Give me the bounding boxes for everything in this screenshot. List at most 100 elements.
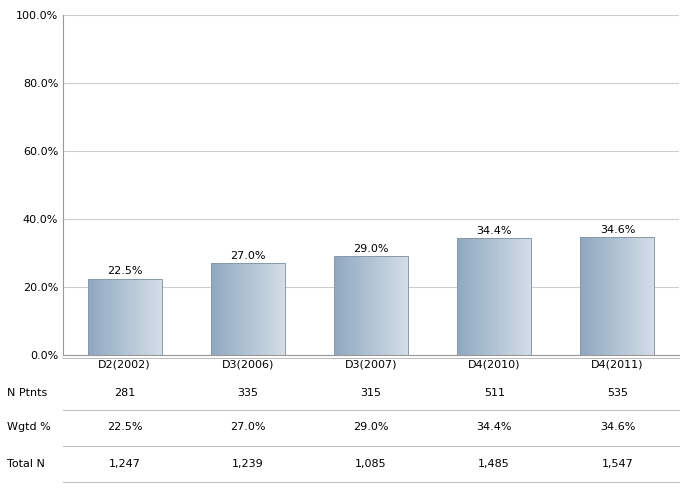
Bar	[616, 238, 617, 355]
Bar	[629, 238, 630, 355]
Bar	[335, 256, 337, 355]
Bar	[610, 238, 611, 355]
Text: 535: 535	[607, 388, 628, 398]
Bar	[363, 256, 365, 355]
Bar	[116, 278, 118, 355]
Bar	[104, 278, 105, 355]
Bar	[277, 263, 279, 355]
Bar	[645, 238, 647, 355]
Bar	[262, 263, 264, 355]
Bar	[403, 256, 405, 355]
Bar	[95, 278, 97, 355]
Bar	[497, 238, 498, 355]
Bar	[622, 238, 624, 355]
Bar	[457, 238, 458, 355]
Bar	[465, 238, 466, 355]
Bar	[244, 263, 246, 355]
Bar	[222, 263, 223, 355]
Bar	[382, 256, 384, 355]
Bar	[348, 256, 349, 355]
Bar	[234, 263, 236, 355]
Bar	[368, 256, 369, 355]
Bar	[600, 238, 601, 355]
Bar	[90, 278, 92, 355]
Bar	[143, 278, 144, 355]
Bar	[99, 278, 100, 355]
Bar	[499, 238, 500, 355]
Bar	[230, 263, 232, 355]
Bar	[108, 278, 110, 355]
Bar	[377, 256, 379, 355]
Bar	[478, 238, 480, 355]
Bar	[620, 238, 621, 355]
Bar	[117, 278, 118, 355]
Bar	[520, 238, 522, 355]
Text: 22.5%: 22.5%	[107, 266, 142, 276]
Bar	[512, 238, 514, 355]
Bar	[115, 278, 116, 355]
Bar	[476, 238, 477, 355]
Bar	[400, 256, 402, 355]
Text: 1,085: 1,085	[355, 459, 387, 469]
Bar	[102, 278, 104, 355]
Bar	[593, 238, 594, 355]
Bar	[214, 263, 216, 355]
Bar	[471, 238, 472, 355]
Bar	[599, 238, 601, 355]
Bar	[642, 238, 643, 355]
Bar	[358, 256, 360, 355]
Bar	[486, 238, 487, 355]
Bar	[230, 263, 231, 355]
Bar	[626, 238, 627, 355]
Bar	[481, 238, 482, 355]
Bar	[353, 256, 354, 355]
Bar	[275, 263, 276, 355]
Bar	[150, 278, 152, 355]
Bar	[609, 238, 610, 355]
Bar	[141, 278, 142, 355]
Text: Wgtd %: Wgtd %	[7, 422, 50, 432]
Bar	[272, 263, 274, 355]
Bar	[130, 278, 131, 355]
Bar	[274, 263, 275, 355]
Bar	[526, 238, 528, 355]
Text: 34.6%: 34.6%	[600, 422, 635, 432]
Bar	[157, 278, 158, 355]
Bar	[94, 278, 95, 355]
Bar	[217, 263, 218, 355]
Bar	[212, 263, 214, 355]
Bar	[397, 256, 398, 355]
Bar	[624, 238, 625, 355]
Bar	[334, 256, 335, 355]
Bar	[276, 263, 277, 355]
Bar	[391, 256, 392, 355]
Bar	[463, 238, 465, 355]
Bar	[505, 238, 507, 355]
Text: Total N: Total N	[7, 459, 45, 469]
Bar	[374, 256, 376, 355]
Bar	[239, 263, 241, 355]
Bar	[598, 238, 599, 355]
Bar	[605, 238, 606, 355]
Bar	[264, 263, 265, 355]
Bar	[211, 263, 212, 355]
Bar	[363, 256, 364, 355]
Bar	[365, 256, 366, 355]
Bar	[608, 238, 609, 355]
Bar	[606, 238, 608, 355]
Bar	[651, 238, 652, 355]
Bar	[398, 256, 400, 355]
Bar	[399, 256, 400, 355]
Bar	[587, 238, 588, 355]
Bar	[470, 238, 471, 355]
Text: 335: 335	[237, 388, 258, 398]
Bar	[345, 256, 346, 355]
Text: 1,239: 1,239	[232, 459, 264, 469]
Bar	[508, 238, 509, 355]
Bar	[356, 256, 358, 355]
Bar	[376, 256, 377, 355]
Bar	[238, 263, 239, 355]
Bar	[97, 278, 99, 355]
Bar	[106, 278, 108, 355]
Bar	[159, 278, 160, 355]
